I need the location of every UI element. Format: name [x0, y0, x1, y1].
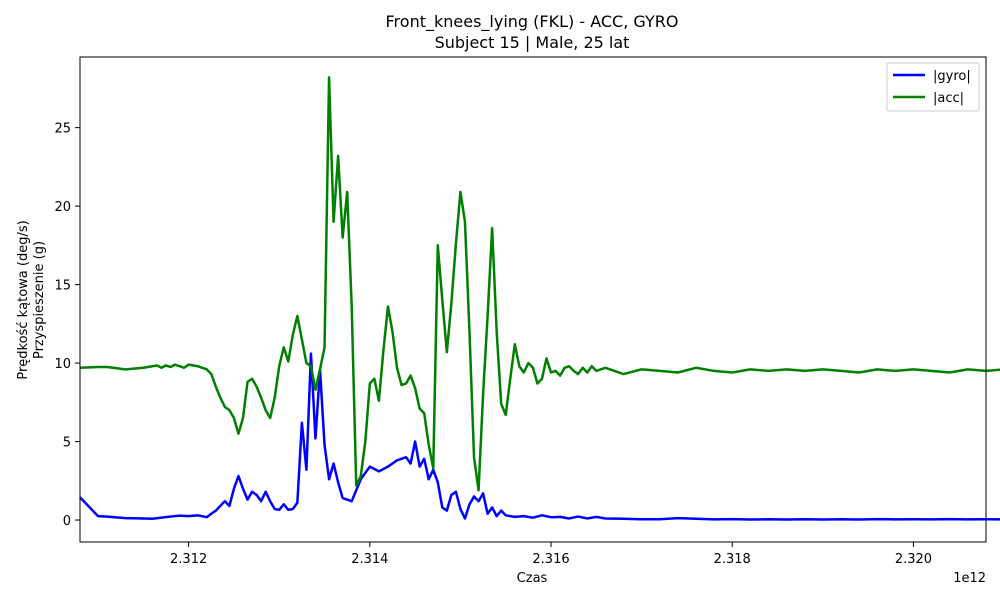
- chart-title: Front_knees_lying (FKL) - ACC, GYRO: [386, 12, 679, 32]
- series-line-1: [79, 76, 1000, 492]
- legend-label-acc: |acc|: [933, 91, 964, 106]
- y-axis-label-line1: Prędkość kątowa (deg/s): [16, 220, 31, 379]
- y-axis-label-line2: Przyspieszenie (g): [32, 241, 47, 359]
- x-tick-label: 2.320: [895, 552, 932, 567]
- y-tick-label: 20: [54, 200, 71, 215]
- chart-subtitle: Subject 15 | Male, 25 lat: [435, 33, 630, 52]
- y-tick-label: 0: [63, 514, 71, 529]
- y-tick-label: 25: [54, 122, 71, 137]
- x-axis-label: Czas: [517, 571, 548, 586]
- x-tick-label: 2.312: [170, 552, 207, 567]
- x-tick-label: 2.316: [532, 552, 569, 567]
- x-tick-label: 2.314: [351, 552, 388, 567]
- axes-frame: [79, 56, 987, 543]
- y-tick-label: 15: [54, 279, 71, 294]
- legend: |gyro| |acc|: [886, 62, 980, 112]
- x-axis-ticks: 2.312 2.314 2.316 2.318 2.320: [170, 542, 932, 567]
- legend-label-gyro: |gyro|: [933, 69, 971, 84]
- y-axis-ticks: 0 5 10 15 20 25: [54, 122, 80, 529]
- x-tick-label: 2.318: [714, 552, 751, 567]
- plot-area: [79, 76, 1000, 521]
- x-axis-offset: 1e12: [953, 571, 986, 586]
- y-tick-label: 10: [54, 357, 71, 372]
- series-line-0: [79, 352, 1000, 521]
- y-tick-label: 5: [63, 436, 71, 451]
